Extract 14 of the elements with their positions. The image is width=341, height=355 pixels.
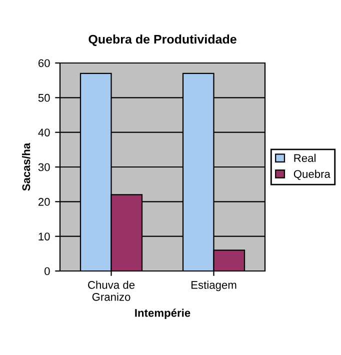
y-tick-label: 30	[38, 163, 50, 172]
y-tick-label: 20	[38, 198, 50, 206]
legend-label: Quebra	[294, 170, 330, 180]
x-tick-label: Chuva de Granizo	[88, 280, 135, 301]
y-tick-label: 60	[38, 59, 50, 68]
y-tick-label: 0	[44, 267, 50, 276]
y-axis-title: Sacas/ha	[22, 142, 30, 191]
y-tick-label: 10	[38, 232, 50, 240]
y-tick-label: 40	[38, 128, 50, 136]
x-axis-title: Intempérie	[135, 308, 190, 320]
chart-title: Quebra de Produtividade	[88, 34, 236, 46]
x-tick-label: Estiagem	[192, 280, 236, 292]
y-tick-label: 50	[38, 94, 50, 102]
legend-label: Real	[294, 154, 316, 162]
